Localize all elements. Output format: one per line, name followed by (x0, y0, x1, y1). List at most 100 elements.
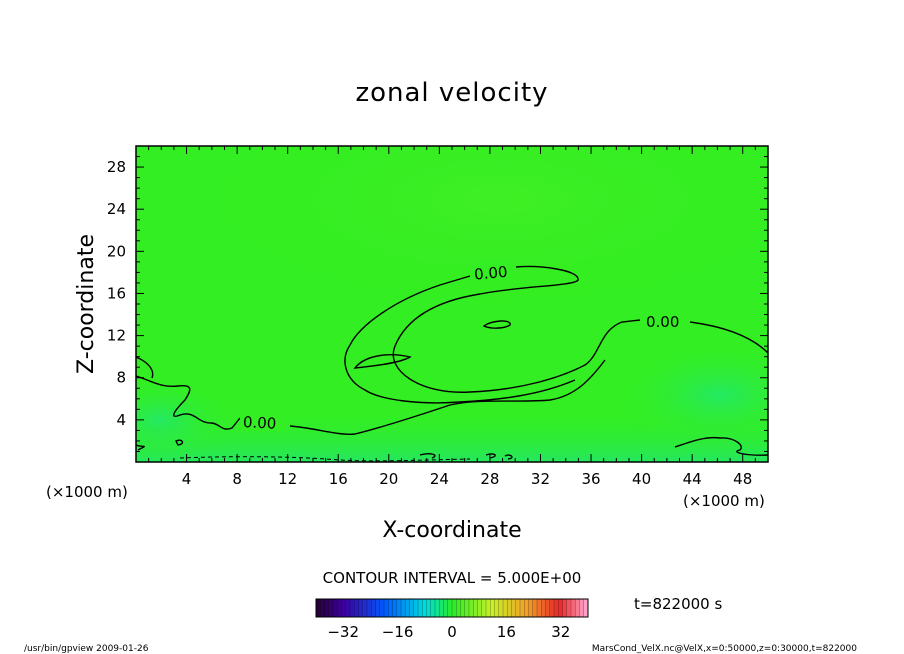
contour-lines (136, 265, 768, 462)
colorbar-segment (316, 599, 321, 617)
x-tick-label: 44 (683, 470, 702, 488)
y-axis-unit: (×1000 m) (46, 483, 128, 501)
colorbar-segment (498, 599, 504, 617)
x-tick-label: 20 (379, 470, 398, 488)
colorbar-segment (486, 599, 491, 617)
colorbar-segment (354, 599, 359, 617)
colorbar-segment (515, 599, 521, 617)
x-axis-unit: (×1000 m) (683, 492, 765, 510)
colorbar-segment (375, 599, 380, 617)
field-shade-right (610, 340, 768, 450)
colorbar-segment (384, 599, 389, 617)
colorbar-segment (583, 599, 589, 617)
contour-label-3: 0.00 (243, 413, 277, 433)
x-tick-label: 36 (581, 470, 600, 488)
colorbar-segment (320, 599, 325, 617)
y-axis-ticks (136, 156, 768, 452)
contour-label-bg-3 (240, 413, 286, 431)
field-shade-upper (170, 146, 768, 320)
colorbar-segment (367, 599, 372, 617)
x-tick-label: 24 (430, 470, 449, 488)
colorbar-segment (443, 599, 448, 617)
colorbar-frame (315, 598, 589, 618)
contour-label-1: 0.00 (473, 263, 508, 284)
x-axis-tick-labels: 4 8 12 16 20 24 28 32 36 40 44 48 (182, 470, 752, 488)
colorbar-tick-label: −32 (327, 623, 359, 641)
y-tick-label: 12 (107, 327, 126, 345)
x-tick-label: 8 (232, 470, 242, 488)
colorbar-segment (524, 599, 529, 617)
colorbar-segment (328, 599, 334, 617)
colorbar-tick-label: 32 (551, 623, 570, 641)
colorbar-segment (396, 599, 402, 617)
contour-small-island (482, 320, 511, 329)
y-tick-label: 20 (107, 242, 126, 260)
colorbar-segment (341, 599, 346, 617)
footer-left: /usr/bin/gpview 2009-01-26 (24, 644, 149, 654)
colorbar-segment (549, 599, 555, 617)
y-axis-tick-labels: 4 8 12 16 20 24 28 (107, 158, 126, 429)
y-tick-label: 8 (116, 369, 126, 387)
y-axis-label: Z-coordinate (74, 234, 99, 374)
colorbar-segment (558, 599, 563, 617)
colorbar-segment (554, 599, 559, 617)
colorbar-segment (401, 599, 406, 617)
x-tick-label: 40 (632, 470, 651, 488)
contour-left-wiggle (136, 356, 241, 430)
colorbar-segment (537, 599, 542, 617)
colorbar-segment (337, 599, 342, 617)
colorbar-segment (418, 599, 423, 617)
colorbar-segment (579, 599, 584, 617)
colorbar-segment (435, 599, 440, 617)
contour-label-bg-1 (472, 262, 514, 280)
colorbar-segment (371, 599, 376, 617)
colorbar-tick-label: 16 (497, 623, 516, 641)
colorbar-segment (503, 599, 508, 617)
contour-ground-left (136, 439, 184, 451)
colorbar-segment (430, 599, 436, 617)
colorbar (315, 599, 589, 617)
colorbar-segment (413, 599, 419, 617)
contour-label-2: 0.00 (646, 313, 679, 331)
colorbar-tick-labels: −32 −16 0 16 32 (327, 623, 570, 641)
x-tick-label: 32 (531, 470, 550, 488)
colorbar-segment (388, 599, 393, 617)
colorbar-segment (541, 599, 546, 617)
colorbar-segment (345, 599, 351, 617)
x-axis-label: X-coordinate (382, 518, 521, 543)
colorbar-segment (473, 599, 478, 617)
x-tick-label: 16 (329, 470, 348, 488)
colorbar-segment (490, 599, 495, 617)
colorbar-segment (477, 599, 482, 617)
contour-outer-loop (349, 265, 768, 393)
contour-negative-dashed (179, 456, 471, 462)
footer-right: MarsCond_VelX.nc@VelX,x=0:50000,z=0:3000… (592, 644, 857, 654)
contour-interval-text: CONTOUR INTERVAL = 5.000E+00 (323, 569, 582, 587)
colorbar-segment (575, 599, 580, 617)
colorbar-tick-label: −16 (382, 623, 414, 641)
time-text: t=822000 s (634, 595, 722, 613)
contour-lower-broad (289, 359, 606, 436)
colorbar-tick-label: 0 (447, 623, 457, 641)
chart-title: zonal velocity (355, 78, 548, 108)
contour-ground-mid (419, 453, 513, 460)
colorbar-segment (520, 599, 525, 617)
colorbar-segment (405, 599, 410, 617)
colorbar-segment (439, 599, 444, 617)
colorbar-segment (469, 599, 474, 617)
colorbar-segment (324, 599, 329, 617)
colorbar-segment (494, 599, 499, 617)
colorbar-segment (464, 599, 470, 617)
colorbar-segment (422, 599, 427, 617)
x-axis-ticks (148, 146, 756, 462)
y-tick-label: 24 (107, 200, 126, 218)
contour-inner-loop (353, 354, 412, 369)
y-tick-label: 16 (107, 284, 126, 302)
x-tick-label: 48 (733, 470, 752, 488)
x-tick-label: 12 (278, 470, 297, 488)
field-shade-left (136, 375, 240, 462)
colorbar-segment (532, 599, 538, 617)
colorbar-segment (333, 599, 338, 617)
colorbar-segment (409, 599, 414, 617)
